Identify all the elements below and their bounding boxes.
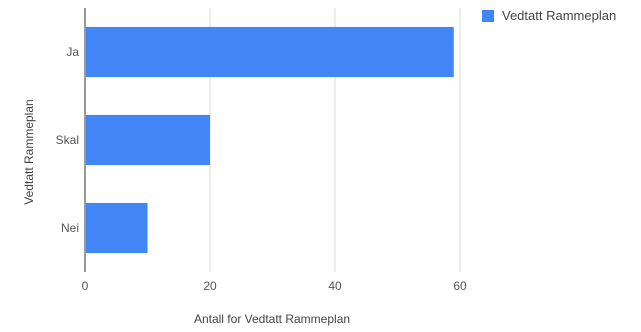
category-label: Skal: [56, 133, 79, 147]
legend-swatch: [482, 9, 494, 22]
x-tick-label: 0: [82, 279, 89, 293]
bar-ja: [86, 26, 454, 78]
legend: Vedtatt Rammeplan: [482, 8, 616, 23]
y-axis-title: Vedtatt Rammeplan: [22, 99, 36, 204]
category-labels: Ja Skal Nei: [56, 45, 80, 235]
x-tick-label: 60: [453, 279, 467, 293]
x-tick-label: 20: [203, 279, 217, 293]
x-axis-title: Antall for Vedtatt Rammeplan: [194, 312, 350, 326]
bars: [86, 26, 454, 254]
category-label: Ja: [66, 45, 79, 59]
x-tick-labels: 0 20 40 60: [82, 279, 467, 293]
bar-skal: [86, 114, 210, 166]
x-tick-label: 40: [328, 279, 342, 293]
category-label: Nei: [61, 221, 79, 235]
bar-nei: [86, 202, 148, 254]
legend-label: Vedtatt Rammeplan: [502, 8, 617, 23]
